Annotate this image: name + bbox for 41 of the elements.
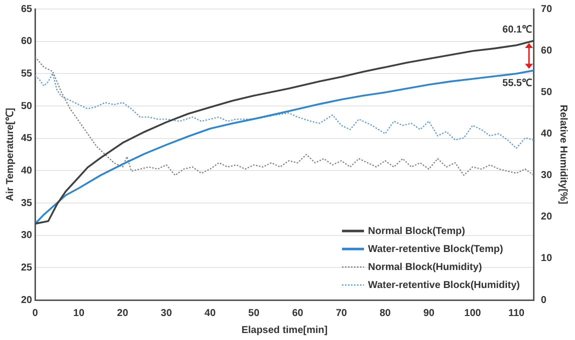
x-tick-label: 90 (423, 308, 435, 319)
x-tick-label: 70 (336, 308, 348, 319)
x-tick-label: 10 (73, 308, 85, 319)
y2-tick-label: 50 (540, 86, 552, 98)
y-axis-title: Air Temperature[℃] (4, 108, 16, 202)
y-tick-label: 20 (21, 294, 33, 306)
y2-tick-label: 0 (540, 294, 547, 306)
y2-tick-label: 30 (540, 170, 552, 182)
x-tick-label: 100 (464, 308, 482, 319)
y-tick-label: 40 (21, 165, 33, 176)
annotation: 55.5℃ (502, 78, 532, 90)
y-tick-label: 45 (21, 133, 33, 144)
y-tick-label: 50 (21, 100, 33, 112)
legend-label: Water-retentive Block(Temp) (368, 244, 504, 255)
y-tick-label: 25 (21, 262, 33, 274)
x-tick-label: 40 (204, 308, 216, 319)
y2-tick-label: 60 (540, 45, 552, 56)
annotation: 60.1℃ (502, 24, 532, 36)
line-series (35, 56, 534, 176)
y-tick-label: 60 (21, 36, 33, 48)
y-tick-label: 55 (21, 68, 33, 80)
x-tick-label: 110 (508, 308, 525, 319)
legend-label: Water-retentive Block(Humidity) (368, 280, 520, 291)
x-axis-title: Elapsed time[min] (241, 324, 328, 336)
y2-tick-label: 70 (540, 4, 552, 15)
x-tick-label: 20 (117, 308, 129, 319)
y2-axis-title: Relative Humidity[%] (557, 104, 568, 204)
y2-tick-label: 40 (540, 128, 552, 140)
x-tick-label: 60 (292, 308, 304, 319)
y2-tick-label: 20 (540, 212, 552, 223)
y-tick-label: 30 (21, 230, 33, 242)
x-tick-label: 0 (32, 308, 38, 319)
legend-label: Normal Block(Humidity) (368, 262, 482, 273)
legend-label: Normal Block(Temp) (368, 226, 466, 237)
x-tick-label: 50 (248, 308, 260, 319)
y-tick-label: 35 (21, 198, 33, 209)
y2-tick-label: 10 (540, 253, 552, 264)
x-tick-label: 80 (380, 308, 392, 319)
line-series (35, 72, 534, 149)
y-tick-label: 65 (21, 4, 33, 15)
x-tick-label: 30 (160, 308, 172, 319)
